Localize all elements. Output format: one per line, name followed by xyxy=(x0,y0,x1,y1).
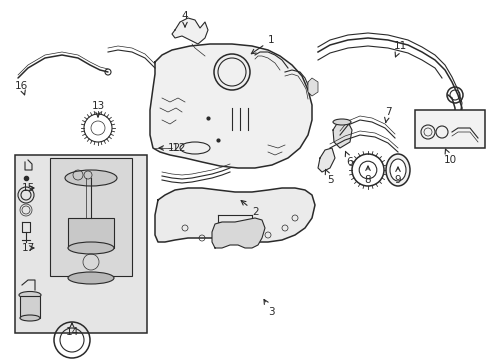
Text: 4: 4 xyxy=(182,11,188,27)
Text: 17: 17 xyxy=(22,243,35,253)
Polygon shape xyxy=(150,44,311,168)
Polygon shape xyxy=(332,122,351,148)
Text: 3: 3 xyxy=(264,300,274,317)
Polygon shape xyxy=(155,188,314,242)
Text: 5: 5 xyxy=(325,170,333,185)
Text: 13: 13 xyxy=(91,101,104,117)
Ellipse shape xyxy=(65,170,117,186)
Text: 14: 14 xyxy=(65,323,79,337)
Polygon shape xyxy=(317,148,334,172)
Text: 16: 16 xyxy=(15,81,28,95)
Bar xyxy=(20,296,40,318)
Text: 11: 11 xyxy=(392,41,406,57)
Bar xyxy=(414,110,484,148)
Ellipse shape xyxy=(19,292,41,298)
Text: 6: 6 xyxy=(345,152,353,167)
Polygon shape xyxy=(172,18,207,44)
Text: 2: 2 xyxy=(241,201,258,217)
Bar xyxy=(68,218,114,248)
Ellipse shape xyxy=(385,154,409,186)
Text: 10: 10 xyxy=(443,149,456,165)
Text: 1: 1 xyxy=(251,35,274,54)
Text: 7: 7 xyxy=(384,107,390,123)
Polygon shape xyxy=(212,218,264,248)
Text: 12: 12 xyxy=(159,143,181,153)
Ellipse shape xyxy=(389,159,405,181)
Bar xyxy=(50,158,132,276)
Polygon shape xyxy=(307,78,317,96)
Text: –12: –12 xyxy=(168,143,186,153)
Ellipse shape xyxy=(332,119,350,125)
Bar xyxy=(15,155,147,333)
Ellipse shape xyxy=(68,272,114,284)
Ellipse shape xyxy=(20,315,40,321)
Text: 9: 9 xyxy=(394,167,401,185)
Text: 8: 8 xyxy=(364,166,370,185)
Ellipse shape xyxy=(68,242,114,254)
Text: 15: 15 xyxy=(22,183,35,193)
